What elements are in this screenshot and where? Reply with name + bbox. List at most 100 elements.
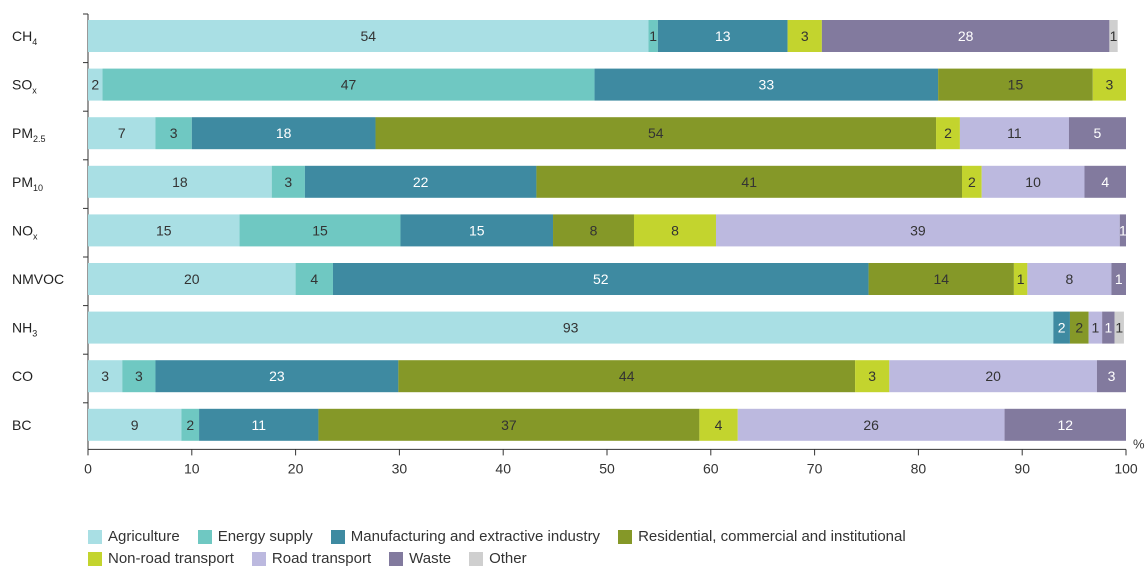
legend-row: Non-road transport Road transport Waste Oth… (88, 550, 545, 567)
bar-segment (553, 214, 634, 247)
bar-value-label: 20 (184, 271, 200, 287)
bar-value-label: 10 (1025, 174, 1041, 190)
bar-segment (155, 117, 192, 150)
bar-value-label: 52 (593, 271, 609, 287)
bar-segment (938, 68, 1093, 101)
bar-value-label: 3 (801, 28, 809, 44)
legend-item: Manufacturing and extractive industry (330, 528, 601, 545)
legend-swatch (389, 551, 404, 566)
bar-value-label: 2 (1075, 320, 1083, 336)
x-tick-label: 60 (703, 460, 719, 476)
bar-segment (594, 68, 939, 101)
legend-item: Energy supply (197, 528, 313, 545)
bar-segment (657, 20, 788, 52)
bar-segment (88, 311, 1054, 344)
bar-segment (889, 360, 1097, 393)
legend-label: Road transport (271, 550, 372, 567)
bar-value-label: 3 (1105, 77, 1113, 93)
bar-value-label: 8 (671, 222, 679, 238)
bar-segment (821, 20, 1110, 52)
bar-segment (1004, 408, 1126, 441)
y-category-label: CO (12, 368, 33, 384)
x-tick-label: 0 (84, 460, 92, 476)
bar-segment (648, 20, 658, 52)
bar-value-label: 39 (910, 222, 926, 238)
bar-value-label: 1 (1110, 28, 1118, 44)
bar-value-label: 7 (118, 125, 126, 141)
bar-value-label: 12 (1057, 417, 1073, 433)
legend-item: Waste (389, 550, 451, 567)
bar-value-label: 23 (269, 368, 285, 384)
legend-label: Energy supply (217, 528, 313, 545)
bar-value-label: 13 (715, 28, 731, 44)
bar-segment (1027, 263, 1112, 295)
bar-segment (1069, 311, 1089, 344)
bar-value-label: 3 (135, 368, 143, 384)
bar-value-label: 20 (985, 368, 1001, 384)
bar-segment (88, 214, 240, 247)
bar-segment (88, 263, 296, 295)
bar-segment (1096, 360, 1126, 393)
bar-segment (961, 165, 982, 198)
bar-segment (375, 117, 937, 150)
bar-segment (271, 165, 305, 198)
bar-segment (155, 360, 399, 393)
bar-value-label: 3 (170, 125, 178, 141)
bar-value-label: 2 (91, 77, 99, 93)
bar-value-label: 3 (101, 368, 109, 384)
x-tick-label: 30 (392, 460, 408, 476)
bar-value-label: 4 (1101, 174, 1109, 190)
bar-value-label: 1 (1119, 222, 1127, 238)
legend-swatch (88, 529, 102, 544)
bar-segment (239, 214, 401, 247)
legend-label: Manufacturing and extractive industry (350, 528, 601, 545)
x-tick-label: 80 (911, 460, 927, 476)
legend-swatch (88, 551, 102, 566)
bar-value-label: 15 (1008, 77, 1024, 93)
y-category-label: SOx (12, 77, 37, 96)
bar-segment (936, 117, 960, 150)
bar-segment (181, 408, 200, 441)
bar-value-label: 2 (944, 125, 952, 141)
bar-value-label: 15 (156, 222, 172, 238)
legend-item: Road transport (251, 550, 372, 567)
bar-segment (295, 263, 333, 295)
bar-segment (536, 165, 962, 198)
legend-label: Waste (409, 550, 452, 567)
bar-value-label: 5 (1094, 125, 1102, 141)
bar-segment (737, 408, 1005, 441)
y-category-label: CH4 (12, 28, 37, 47)
bar-segment (400, 214, 554, 247)
bar-segment (88, 68, 103, 101)
bar-value-label: 2 (186, 417, 194, 433)
bar-segment (122, 360, 156, 393)
bar-value-label: 1 (649, 28, 657, 44)
bar-value-label: 15 (469, 222, 485, 238)
bar-segment (318, 408, 700, 441)
bar-segment (88, 117, 156, 150)
bar-segment (332, 263, 869, 295)
bar-value-label: 4 (715, 417, 723, 433)
bar-segment (199, 408, 319, 441)
bar-value-label: 2 (968, 174, 976, 190)
x-tick-label: 100 (1114, 460, 1138, 476)
bar-value-label: 93 (563, 320, 579, 336)
bar-segment (633, 214, 716, 247)
bar-segment (88, 165, 272, 198)
bar-value-label: 26 (863, 417, 879, 433)
legend-item: Non-road transport (88, 550, 234, 567)
bar-segment (1109, 20, 1118, 52)
bar-value-label: 1 (1115, 320, 1123, 336)
legend-item: Residential, commercial and institutiona… (618, 528, 906, 545)
bar-value-label: 11 (1007, 125, 1022, 141)
legend-swatch (251, 551, 266, 566)
bar-segment (715, 214, 1120, 247)
x-tick-label: 40 (495, 460, 511, 476)
bar-segment (1114, 311, 1124, 344)
legend-item: Other (469, 550, 527, 567)
bar-segment (88, 408, 182, 441)
bar-value-label: 14 (933, 271, 949, 287)
bar-segment (1119, 214, 1126, 247)
bar-value-label: 8 (1066, 271, 1074, 287)
x-tick-label: 50 (599, 460, 615, 476)
